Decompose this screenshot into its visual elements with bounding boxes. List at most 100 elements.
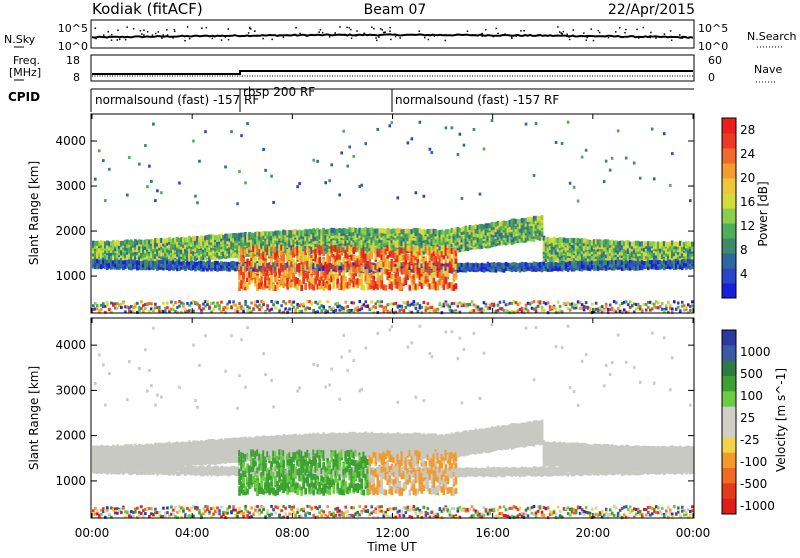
y-tick-label: 3000: [55, 179, 86, 193]
nsearch-point: [262, 38, 264, 40]
nsearch-point: [206, 27, 208, 29]
power-colorbar-segment: [722, 223, 736, 239]
nsearch-point: [155, 33, 157, 35]
nsearch-point: [335, 32, 337, 34]
nsearch-point: [620, 37, 622, 39]
power-colorbar-tick: 28: [740, 123, 755, 137]
nave-tick-bottom: 0: [708, 71, 715, 84]
nsearch-point: [586, 40, 588, 42]
nsearch-point: [481, 34, 483, 36]
nsearch-tick-bottom: 10^0: [698, 40, 728, 53]
nsearch-point: [221, 39, 223, 41]
velocity-colorbar-segment: [722, 437, 736, 453]
x-tick-label: 16:00: [475, 526, 510, 540]
velocity-heatmap: [92, 323, 694, 519]
nsearch-point: [610, 35, 612, 37]
power-colorbar-segment: [722, 193, 736, 209]
y-tick-label: 3000: [55, 383, 86, 397]
nsearch-point: [434, 35, 436, 37]
nsearch-point: [390, 39, 392, 41]
cpid-segment-3: normalsound (fast) -157 RF: [395, 93, 559, 107]
nsearch-point: [363, 33, 365, 35]
x-tick-label: 12:00: [375, 526, 410, 540]
velocity-colorbar-segment: [722, 468, 736, 484]
nsearch-point: [318, 31, 320, 33]
nsearch-point: [419, 30, 421, 32]
nsearch-point: [638, 37, 640, 39]
nsearch-point: [210, 35, 212, 37]
velocity-colorbar-segment: [722, 376, 736, 392]
nsearch-point: [599, 32, 601, 34]
nsearch-point: [108, 31, 110, 33]
nsearch-point: [383, 32, 385, 34]
nsearch-point: [523, 30, 525, 32]
nsearch-point: [380, 28, 382, 30]
nsearch-point: [161, 37, 163, 39]
freq-tick-top: 18: [66, 54, 80, 67]
nsearch-point: [598, 30, 600, 32]
power-colorbar-tick: 20: [740, 171, 755, 185]
nsearch-point: [608, 37, 610, 39]
freq-unit-label: [MHz]: [9, 66, 41, 79]
nsearch-point: [280, 34, 282, 36]
nsearch-point: [591, 28, 593, 30]
nsearch-point: [424, 37, 426, 39]
y-tick-label: 1000: [55, 474, 86, 488]
cpid-segment-2: rbsp 200 RF: [243, 85, 315, 99]
nsearch-point: [349, 27, 351, 29]
nsky-trace: [92, 26, 693, 41]
power-colorbar-segment: [722, 163, 736, 179]
velocity-colorbar-tick: 100: [740, 389, 763, 403]
cpid-segment-1: normalsound (fast) -157 RF: [95, 93, 259, 107]
nsearch-point: [496, 28, 498, 30]
nsearch-point: [295, 27, 297, 29]
nsearch-point: [201, 28, 203, 30]
nsearch-point: [504, 33, 506, 35]
power-heatmap: [92, 119, 694, 314]
nsearch-point: [615, 31, 617, 32]
power-colorbar-tick: 16: [740, 195, 755, 209]
nsearch-point: [96, 37, 98, 39]
power-colorbar-segment: [722, 268, 736, 284]
power-colorbar-segment: [722, 208, 736, 224]
y-tick-label: 4000: [55, 134, 86, 148]
nsearch-point: [103, 34, 105, 36]
nsearch-point: [395, 36, 397, 38]
nsearch-point: [111, 39, 113, 41]
nsearch-point: [166, 29, 168, 31]
velocity-colorbar-segment: [722, 391, 736, 407]
nsearch-point: [520, 30, 522, 32]
nsearch-point: [147, 31, 149, 33]
nsearch-point: [167, 34, 169, 36]
nsearch-point: [485, 29, 487, 31]
nsearch-point: [249, 27, 251, 29]
nsearch-point: [143, 29, 145, 31]
nsearch-point: [583, 32, 585, 34]
nsearch-point: [679, 34, 681, 36]
x-tick-label: 04:00: [175, 526, 210, 540]
nsky-tick-bottom: 10^0: [58, 40, 88, 53]
nsearch-point: [356, 35, 358, 37]
nsearch-point: [212, 38, 214, 40]
nsearch-point: [254, 30, 256, 32]
nsearch-point: [271, 39, 273, 41]
nsearch-point: [670, 30, 672, 32]
x-axis-label: Time UT: [366, 540, 417, 554]
velocity-colorbar-segment: [722, 361, 736, 377]
velocity-ylabel: Slant Range [km]: [27, 366, 41, 470]
power-colorbar-tick: 4: [740, 267, 748, 281]
power-colorbar-tick: 8: [740, 243, 748, 257]
nsearch-point: [636, 29, 638, 31]
freq-strip: Freq. [MHz] 18 8 60 0 Nave: [9, 54, 782, 84]
nsearch-point: [650, 32, 652, 34]
cpid-label: CPID: [8, 90, 40, 104]
nsky-tick-top: 10^5: [58, 22, 88, 35]
nsearch-point: [189, 38, 191, 40]
nsearch-point: [125, 39, 127, 41]
nave-tick-top: 60: [708, 54, 722, 67]
nsearch-point: [350, 29, 352, 31]
